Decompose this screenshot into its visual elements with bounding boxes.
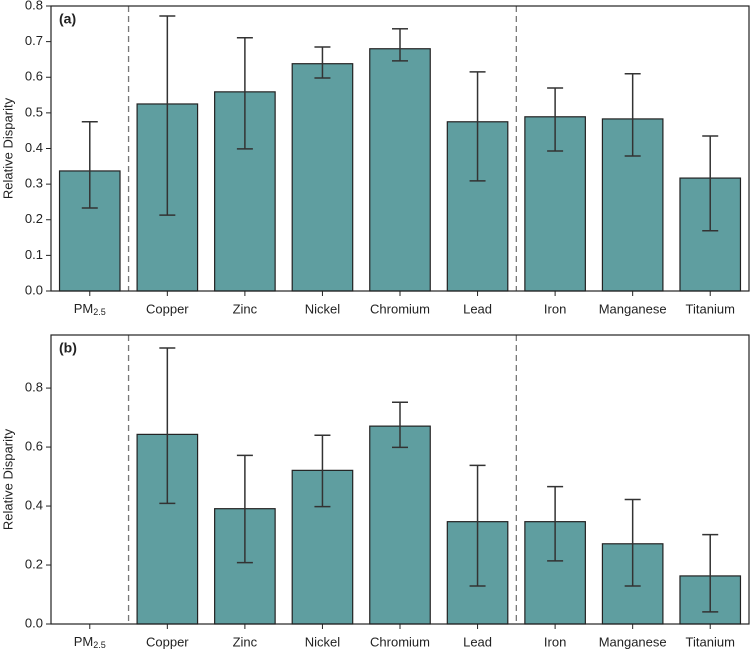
x-tick-label: Nickel — [305, 301, 341, 316]
error-bar — [624, 72, 641, 157]
bar — [369, 425, 431, 625]
error-bar — [469, 71, 486, 182]
y-tick-label: 0.0 — [25, 282, 43, 297]
plot-frame — [50, 5, 750, 292]
y-tick-label: 0.1 — [25, 247, 43, 262]
x-tick-label: Manganese — [599, 301, 667, 316]
bar — [369, 48, 431, 292]
x-tick-label: Chromium — [370, 634, 430, 649]
x-tick-label: PM2.5 — [74, 634, 106, 650]
x-tick-label: Lead — [463, 301, 492, 316]
panel-label: (b) — [59, 340, 77, 356]
error-bar — [236, 36, 253, 150]
x-tick-label: Copper — [146, 634, 189, 649]
error-bar — [159, 15, 176, 216]
y-tick-label: 0.2 — [25, 211, 43, 226]
x-tick-label: Zinc — [233, 634, 258, 649]
y-tick-label: 0.5 — [25, 104, 43, 119]
y-tick-label: 0.0 — [25, 615, 43, 630]
x-tick-label: Zinc — [233, 301, 258, 316]
plot-frame — [50, 334, 750, 625]
error-bar — [469, 464, 486, 587]
panel-label: (a) — [59, 11, 76, 27]
error-bar — [702, 533, 719, 613]
x-tick-label: Titanium — [686, 301, 735, 316]
y-axis-label: Relative Disparity — [0, 428, 15, 530]
y-tick-label: 0.6 — [25, 69, 43, 84]
y-tick-label: 0.4 — [25, 497, 43, 512]
y-tick-label: 0.6 — [25, 438, 43, 453]
error-bar — [547, 87, 564, 152]
x-tick-label: Titanium — [686, 634, 735, 649]
error-bar — [81, 121, 98, 209]
y-tick-label: 0.8 — [25, 380, 43, 395]
x-tick-label: Manganese — [599, 634, 667, 649]
error-bar — [702, 135, 719, 232]
x-tick-label: Lead — [463, 634, 492, 649]
bar — [291, 63, 354, 292]
x-tick-label: Iron — [544, 634, 566, 649]
error-bar — [314, 46, 331, 79]
y-tick-label: 0.4 — [25, 140, 43, 155]
x-tick-label: Iron — [544, 301, 566, 316]
y-tick-label: 0.2 — [25, 556, 43, 571]
error-bar — [314, 434, 331, 508]
y-axis-label: Relative Disparity — [0, 97, 15, 199]
error-bar — [159, 347, 176, 505]
error-bar — [236, 454, 253, 564]
error-bar — [624, 498, 641, 587]
y-tick-label: 0.3 — [25, 176, 43, 191]
error-bar — [392, 401, 408, 449]
error-bar — [547, 485, 564, 562]
x-tick-label: Copper — [146, 301, 189, 316]
y-tick-label: 0.8 — [25, 0, 43, 12]
error-bar — [392, 28, 408, 62]
x-tick-label: Chromium — [370, 301, 430, 316]
x-tick-label: Nickel — [305, 634, 341, 649]
y-tick-label: 0.7 — [25, 33, 43, 48]
x-tick-label: PM2.5 — [74, 301, 106, 317]
